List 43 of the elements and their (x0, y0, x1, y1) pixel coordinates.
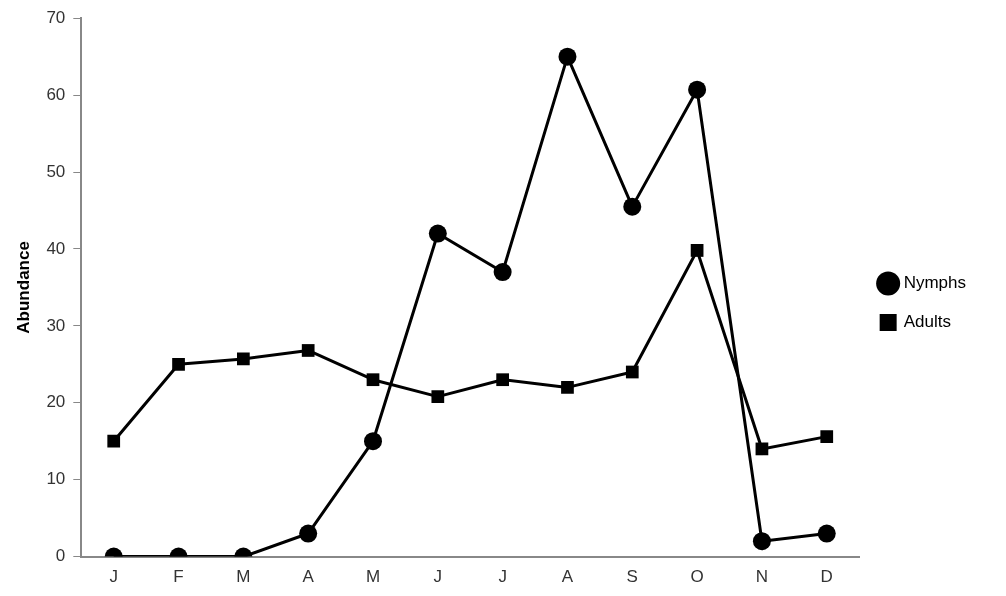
point (752, 532, 771, 551)
y-tick-label: 60 (46, 84, 66, 104)
point (558, 47, 577, 66)
point (299, 524, 318, 543)
x-tick-label: A (302, 567, 315, 587)
y-tick-label: 10 (46, 469, 66, 489)
x-tick-label: O (690, 567, 704, 587)
x-tick-label: J (433, 567, 443, 587)
point (820, 430, 834, 443)
x-tick-label: S (626, 567, 638, 587)
x-tick-label: A (561, 567, 574, 587)
x-tick-label: M (236, 567, 251, 587)
x-tick-label: N (755, 567, 769, 587)
y-tick-label: 30 (46, 315, 66, 335)
point (364, 432, 382, 451)
y-tick-label: 40 (46, 238, 66, 258)
point (690, 244, 704, 257)
point (301, 344, 315, 357)
point (493, 263, 512, 282)
point (496, 373, 510, 387)
legend-label: Nymphs (903, 273, 967, 293)
y-tick-label: 0 (55, 546, 66, 566)
point (366, 373, 380, 387)
point (625, 365, 639, 379)
point (428, 224, 447, 243)
point (817, 524, 836, 543)
point (431, 390, 445, 403)
x-tick-label: J (109, 567, 118, 587)
x-tick-label: J (498, 567, 507, 587)
x-tick-label: F (173, 567, 184, 587)
y-tick-label: 50 (46, 161, 66, 181)
y-tick-label: 20 (46, 392, 66, 412)
point (107, 434, 121, 448)
point (237, 352, 250, 366)
point (688, 80, 707, 99)
x-tick-label: M (365, 567, 381, 587)
x-tick-label: D (820, 567, 833, 587)
y-tick-label: 70 (46, 7, 66, 27)
point (561, 381, 574, 394)
point (623, 197, 642, 216)
y-axis-title: Abundance (13, 241, 33, 334)
point (172, 357, 185, 371)
legend-label: Adults (903, 312, 951, 332)
